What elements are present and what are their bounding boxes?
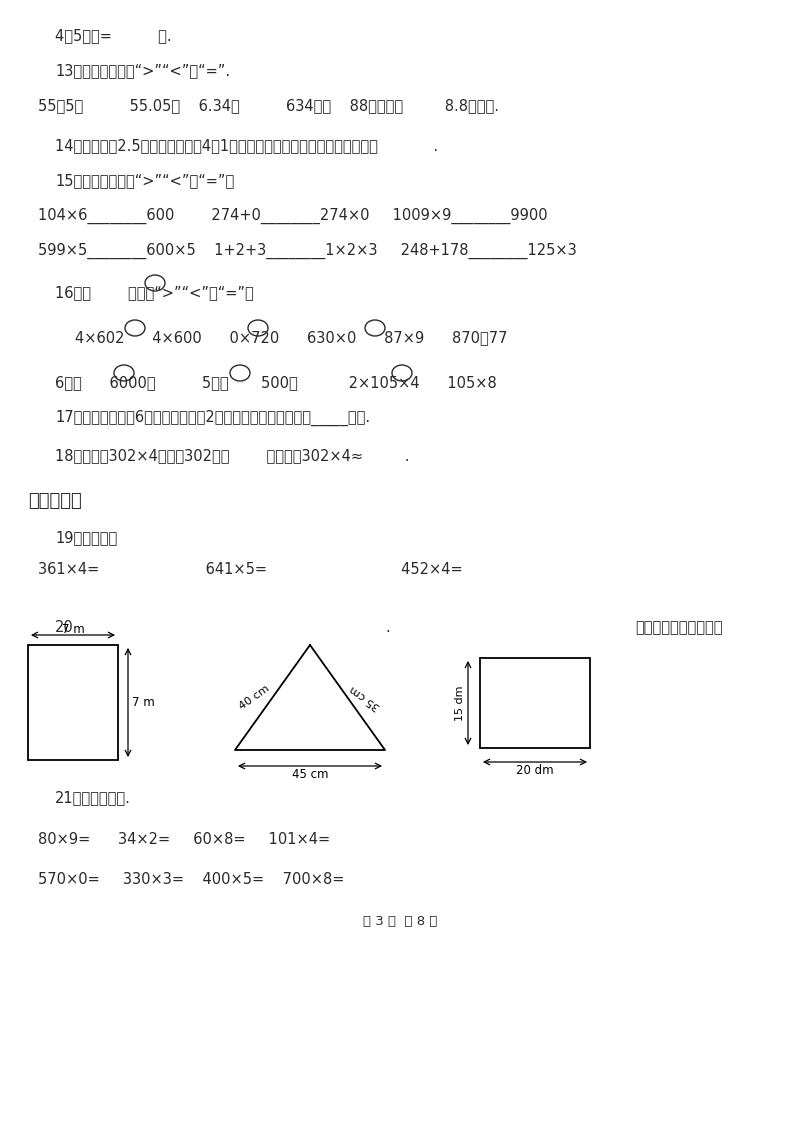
Bar [28,645,118,760]
Text: 三、计算题: 三、计算题 [28,492,82,511]
Text: 4×602      4×600      0×720      630×0      87×9      870－77: 4×602 4×600 0×720 630×0 87×9 870－77 [75,331,507,345]
Text: 21．直接写得数.: 21．直接写得数. [55,790,131,805]
Text: 599×5________600×5    1+2+3________1×2×3     248+178________125×3: 599×5________600×5 1+2+3________1×2×3 24… [38,243,577,259]
Text: 7 m: 7 m [62,623,84,636]
Text: 20 dm: 20 dm [516,764,554,777]
Text: 6千克      6000克          5千克       500克           2×105×4      105×8: 6千克 6000克 5千克 500克 2×105×4 105×8 [55,375,497,391]
Text: 4吨5千克=          吨.: 4吨5千克= 吨. [55,28,172,43]
Text: .: . [385,620,390,635]
Text: 361×4=                       641×5=                             452×4=: 361×4= 641×5= 452×4= [38,561,462,577]
Text: 7 m: 7 m [132,696,154,710]
Text: 15 dm: 15 dm [455,685,465,721]
Text: 20: 20 [55,620,74,635]
Text: 80×9=      34×2=     60×8=     101×4=: 80×9= 34×2= 60×8= 101×4= [38,832,330,847]
Text: 计算下面图形的周长。: 计算下面图形的周长。 [635,620,722,635]
Text: 40 cm: 40 cm [238,684,271,712]
Text: 第 3 页  共 8 页: 第 3 页 共 8 页 [363,915,437,928]
Text: 16．在        里填上“>”“<”或“=”。: 16．在 里填上“>”“<”或“=”。 [55,285,254,300]
Text: 13．在横线里填上“>”“<”或“=”.: 13．在横线里填上“>”“<”或“=”. [55,63,230,78]
Text: 17．一个长方形宽6分米，长是宽的2倍，这个长方形的周长是_____分米.: 17．一个长方形宽6分米，长是宽的2倍，这个长方形的周长是_____分米. [55,410,370,427]
Text: 35 cm: 35 cm [349,684,382,712]
Bar [480,658,590,748]
Text: 15．在横线上填上“>”“<”或“=”。: 15．在横线上填上“>”“<”或“=”。 [55,173,234,188]
Text: 55元5角          55.05元    6.34米          634厘米    88平方分米         8.8平方米.: 55元5角 55.05元 6.34米 634厘米 88平方分米 8.8平方米. [38,98,499,113]
Text: 104×6________600        274+0________274×0     1009×9________9900: 104×6________600 274+0________274×0 1009… [38,208,548,224]
Text: 18．在估算302×4时，把302看成        ，所以，302×4≈         .: 18．在估算302×4时，把302看成 ，所以，302×4≈ . [55,448,410,463]
Text: 19．竖式计算: 19．竖式计算 [55,530,118,544]
Text: 570×0=     330×3=    400×5=    700×8=: 570×0= 330×3= 400×5= 700×8= [38,872,344,887]
Text: 14．把边长是2.5厘米的正方形按4：1扩大后，扩大前后图形之间的面积比是            .: 14．把边长是2.5厘米的正方形按4：1扩大后，扩大前后图形之间的面积比是 . [55,138,438,153]
Text: 45 cm: 45 cm [292,767,328,781]
